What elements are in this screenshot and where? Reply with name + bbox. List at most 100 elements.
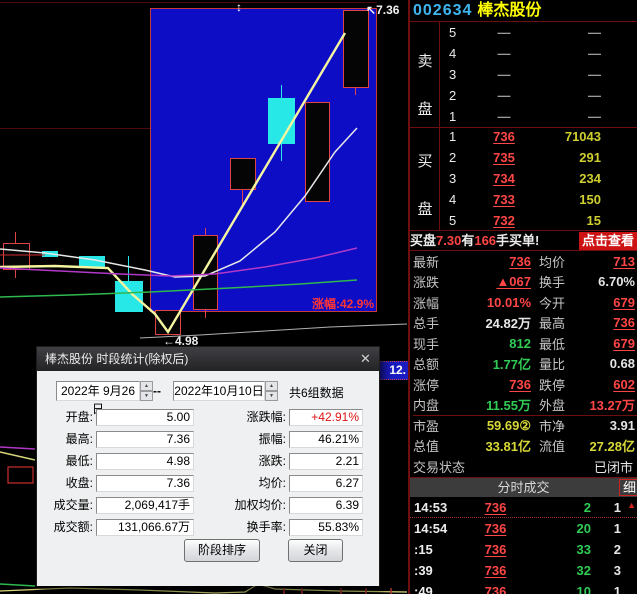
tick-row[interactable]: :49 736 10 1 — [414, 584, 621, 594]
date-range-separator: -- — [153, 384, 161, 398]
turnover-label: 成交额: — [53, 520, 93, 534]
buy-row-1[interactable]: 1 736 71043 — [449, 129, 601, 145]
weighted-avg-label: 加权均价: — [234, 498, 286, 512]
stat-row: 总值 33.81亿 流值 27.28亿 — [413, 439, 635, 455]
tick-row[interactable]: 14:53 736 2 1 — [410, 497, 637, 518]
avg-price-label: 均价: — [258, 476, 286, 490]
close-value: 7.36 — [96, 475, 194, 492]
stage-sort-button[interactable]: 阶段排序 — [184, 539, 260, 562]
order-book-side-labels: 卖 盘 买 盘 — [410, 22, 440, 230]
turnover-value: 131,066.67万 — [96, 519, 194, 536]
amplitude-value: 46.21% — [289, 431, 363, 448]
tick-trade-list: 14:53 736 2 1 14:54 736 20 1 :15 736 33 2 :39 736 3… — [410, 497, 637, 594]
stock-header: 002634 棒杰股份 — [410, 0, 637, 22]
stat-row: 市盈 59.69② 市净 3.91 — [413, 415, 637, 436]
tick-row[interactable]: :15 736 33 2 — [414, 542, 621, 557]
scroll-up-icon[interactable]: ▲ — [627, 500, 636, 510]
stock-name: 棒杰股份 — [477, 2, 542, 19]
sell-row-3[interactable]: 3— — — [449, 66, 601, 82]
peak-price-label: ↖7.36 — [366, 3, 400, 17]
stat-row: 现手 812 最低 679 — [413, 335, 635, 352]
dialog-title: 棒杰股份 时段统计(除权后) — [45, 352, 189, 366]
range-gain-label: 涨幅:42.9% — [312, 297, 375, 311]
buy-row-4[interactable]: 4 733 150 — [449, 192, 601, 208]
chart-gridline — [0, 2, 377, 3]
close-button[interactable]: 关闭 — [288, 539, 343, 562]
spinner-down-icon[interactable]: ▼ — [265, 391, 278, 401]
close-icon[interactable]: ✕ — [360, 351, 371, 366]
spinner-down-icon[interactable]: ▼ — [140, 391, 153, 401]
dialog-titlebar[interactable]: 棒杰股份 时段统计(除权后) ✕ — [37, 347, 379, 371]
avg-price-value: 6.27 — [289, 475, 363, 492]
stat-row: 最新 736 均价 713 — [413, 253, 635, 270]
candlestick — [305, 102, 330, 202]
buy-alert-ticker: 买盘 7.30 有 166 手买单! 点击查看 — [410, 231, 637, 251]
open-label: 开盘: — [65, 410, 93, 424]
buy-row-2[interactable]: 2 735 291 — [449, 150, 601, 166]
open-value: 5.00 — [96, 409, 194, 426]
selection-drag-handle-icon[interactable]: ↕ — [236, 0, 242, 14]
book-divider — [410, 127, 637, 128]
sell-label: 卖 — [417, 53, 433, 70]
sell-row-5[interactable]: 5— — — [449, 24, 601, 40]
change-value: 2.21 — [289, 453, 363, 470]
sell-row-1[interactable]: 1— — — [449, 108, 601, 124]
group-count-label: 共6组数据 — [289, 386, 344, 400]
volume-value: 2,069,417手 — [96, 497, 194, 514]
change-pct-label: 涨跌幅: — [246, 410, 286, 424]
candlestick — [42, 251, 58, 257]
quote-stats: 最新 736 均价 713 涨跌 ▲067 换手 6.70% 涨幅 10.01% 今开 679 总… — [410, 251, 637, 477]
trade-status-value: 已闭市 — [593, 459, 633, 475]
tab-detail[interactable]: 细 — [618, 479, 637, 496]
axis-price-tag: 12. — [377, 361, 408, 380]
stock-code: 002634 — [413, 2, 473, 19]
buy-row-3[interactable]: 3 734 234 — [449, 171, 601, 187]
candlestick — [115, 281, 143, 312]
candlestick — [268, 98, 295, 144]
amplitude-label: 振幅: — [258, 432, 286, 446]
tick-row[interactable]: :39 736 32 3 — [414, 563, 621, 578]
date-from-input[interactable]: 2022年 9月26日 — [56, 381, 140, 416]
sell-row-2[interactable]: 2— — — [449, 87, 601, 103]
candlestick — [155, 310, 181, 335]
candlestick — [3, 243, 30, 270]
date-to-input[interactable]: 2022年10月10日 — [173, 381, 265, 401]
candlestick — [230, 158, 256, 190]
trade-status-row: 交易状态 已闭市 — [413, 456, 637, 477]
candlestick — [343, 10, 369, 88]
spinner-up-icon[interactable]: ▲ — [265, 381, 278, 391]
stat-row: 涨停 736 跌停 602 — [413, 376, 635, 393]
up-left-arrow-icon: ↖ — [366, 3, 377, 17]
change-label: 涨跌: — [258, 454, 286, 468]
stat-row: 涨幅 10.01% 今开 679 — [413, 294, 635, 311]
buy-label: 买 — [417, 153, 433, 170]
date-to-spinner[interactable]: ▲ ▼ — [265, 381, 278, 401]
tick-tab-bar: 分时成交 细 — [410, 477, 637, 497]
dialog-body: 2022年 9月26日 ▲ ▼ -- 2022年10月10日 ▲ ▼ 共6组数据… — [37, 371, 379, 586]
low-value: 4.98 — [96, 453, 194, 470]
stat-row: 内盘 11.55万 外盘 13.27万 — [413, 398, 635, 414]
candle-wick — [128, 256, 129, 284]
quote-panel: 002634 棒杰股份 卖 盘 买 盘 5— — 4— — 3— — 2— — 1— — 1… — [408, 0, 637, 594]
stat-row: 总手 24.82万 最高 736 — [413, 315, 635, 332]
candlestick — [79, 256, 105, 268]
period-stats-dialog: 棒杰股份 时段统计(除权后) ✕ 2022年 9月26日 ▲ ▼ -- 2022… — [36, 346, 380, 586]
tab-tick-trades[interactable]: 分时成交 — [497, 480, 550, 495]
buy-label: 盘 — [417, 201, 433, 218]
buy-row-5[interactable]: 5 732 15 — [449, 212, 601, 228]
high-value: 7.36 — [96, 431, 194, 448]
sell-row-4[interactable]: 4— — — [449, 45, 601, 61]
candlestick — [193, 235, 218, 310]
volume-label: 成交量: — [53, 498, 93, 512]
turnover-rate-value: 55.83% — [289, 519, 363, 536]
tick-row[interactable]: 14:54 736 20 1 — [414, 521, 621, 536]
change-pct-value: +42.91% — [289, 409, 363, 426]
spinner-up-icon[interactable]: ▲ — [140, 381, 153, 391]
date-from-spinner[interactable]: ▲ ▼ — [140, 381, 153, 401]
sell-label: 盘 — [417, 101, 433, 118]
stat-row: 涨跌 ▲067 换手 6.70% — [413, 274, 635, 291]
close-label: 收盘: — [65, 476, 93, 490]
view-alert-button[interactable]: 点击查看 — [578, 231, 637, 250]
